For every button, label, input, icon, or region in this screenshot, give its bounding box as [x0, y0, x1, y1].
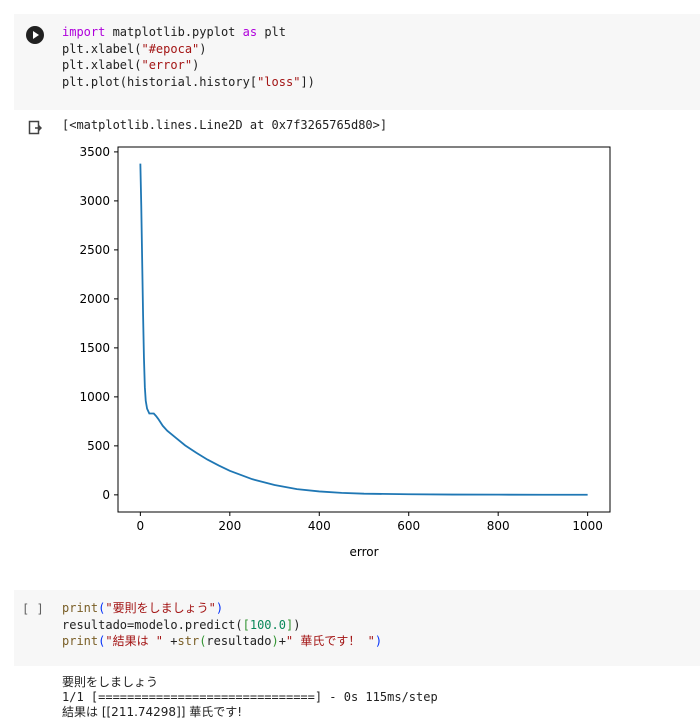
code-line-1: print("要則をしましょう"): [62, 601, 224, 615]
output-icon[interactable]: [28, 120, 42, 136]
x-tick-label: 0: [137, 519, 145, 533]
plot-frame: [117, 146, 611, 513]
cell-2-output: 要則をしましょう 1/1 [==========================…: [62, 675, 438, 720]
x-tick-label: 400: [308, 519, 331, 533]
y-tick-label: 3500: [79, 145, 110, 159]
x-tick-label: 800: [487, 519, 510, 533]
output-text: [<matplotlib.lines.Line2D at 0x7f3265765…: [62, 118, 388, 132]
y-tick-label: 2500: [79, 243, 110, 257]
run-cell-button[interactable]: [26, 26, 44, 44]
code-cell-2[interactable]: [ ] print("要則をしましょう") resultado=modelo.p…: [14, 590, 700, 666]
y-tick-label: 3000: [79, 194, 110, 208]
loss-chart: 0 200 400 600 800 1000 0 500 1000 1500 2000 2500 300…: [79, 145, 611, 559]
code-line-3: plt.xlabel("error"): [62, 58, 200, 72]
x-tick-label: 200: [218, 519, 241, 533]
y-tick-label: 1500: [79, 341, 110, 355]
code-line-4: plt.plot(historial.history["loss"]): [62, 74, 315, 89]
y-tick-label: 1000: [79, 390, 110, 404]
x-tick-label: 1000: [572, 519, 603, 533]
output-line-2: 1/1 [==============================] - 0…: [62, 690, 438, 704]
code-cell-1[interactable]: import matplotlib.pyplot as plt plt.xlab…: [14, 14, 700, 110]
output-line-1: 要則をしましょう: [62, 675, 159, 689]
code-line-2: plt.xlabel("#epoca"): [62, 41, 207, 56]
y-tick-label: 0: [102, 488, 110, 502]
x-axis-label: error: [349, 545, 378, 559]
series-line-loss: [139, 163, 588, 496]
execution-count[interactable]: [ ]: [22, 602, 44, 616]
code-line-2: resultado=modelo.predict([100.0]): [62, 617, 301, 632]
y-tick-label: 2000: [79, 292, 110, 306]
code-editor-2[interactable]: print("要則をしましょう") resultado=modelo.predi…: [62, 600, 382, 650]
code-line-1: import matplotlib.pyplot as plt: [62, 25, 286, 39]
y-tick-label: 500: [87, 439, 110, 453]
output-line-3: 結果は [[211.74298]] 華氏です!: [62, 705, 243, 719]
x-tick-label: 600: [397, 519, 420, 533]
code-editor-1[interactable]: import matplotlib.pyplot as plt plt.xlab…: [62, 24, 315, 90]
code-line-3: print("結果は " +str(resultado)+" 華氏です！ "): [62, 634, 383, 648]
